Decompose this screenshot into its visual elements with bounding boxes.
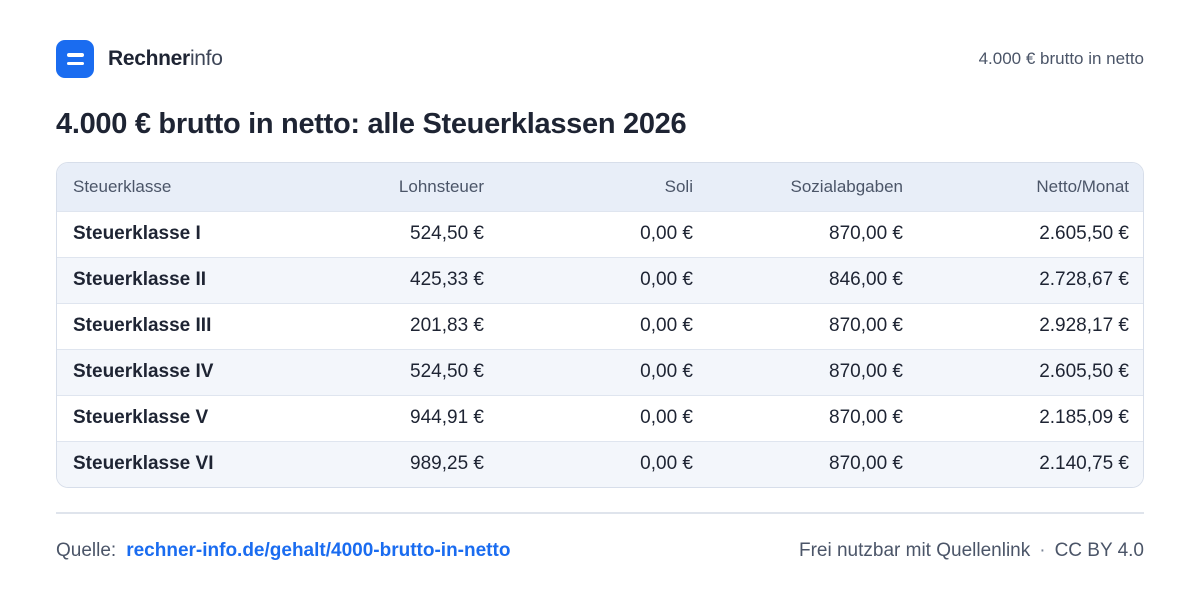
cell-soli: 0,00 € [640, 407, 693, 428]
cell-netto: 2.140,75 € [1039, 453, 1129, 475]
table-row: Steuerklasse V 944,91 € 0,00 € 870,00 € … [57, 395, 1143, 441]
cell-steuerklasse: Steuerklasse V [73, 407, 209, 428]
cell-steuerklasse: Steuerklasse VI [73, 453, 214, 475]
table-row: Steuerklasse VI 989,25 € 0,00 € 870,00 €… [57, 441, 1143, 487]
cell-lohnsteuer: 989,25 € [410, 453, 484, 475]
license-name: CC BY 4.0 [1054, 540, 1144, 561]
cell-sozialabgaben: 870,00 € [829, 315, 903, 336]
table-row: Steuerklasse II 425,33 € 0,00 € 846,00 €… [57, 257, 1143, 303]
column-header-sozialabgaben: Sozialabgaben [790, 176, 903, 196]
cell-steuerklasse: Steuerklasse I [73, 223, 201, 244]
cell-lohnsteuer: 524,50 € [410, 223, 484, 244]
cell-sozialabgaben: 870,00 € [829, 361, 903, 382]
header: Rechnerinfo 4.000 € brutto in netto [56, 40, 1144, 78]
cell-lohnsteuer: 944,91 € [410, 407, 484, 428]
cell-netto: 2.605,50 € [1039, 361, 1129, 382]
logo-icon [56, 40, 94, 78]
footer: Quelle: rechner-info.de/gehalt/4000-brut… [56, 538, 1144, 564]
cell-netto: 2.185,09 € [1039, 407, 1129, 428]
table-header-row: Steuerklasse Lohnsteuer Soli Sozialabgab… [57, 163, 1143, 211]
license-info: Frei nutzbar mit Quellenlink · CC BY 4.0 [799, 540, 1144, 562]
header-page-label: 4.000 € brutto in netto [978, 49, 1144, 68]
cell-lohnsteuer: 201,83 € [410, 315, 484, 336]
table-row: Steuerklasse I 524,50 € 0,00 € 870,00 € … [57, 211, 1143, 257]
cell-lohnsteuer: 425,33 € [410, 269, 484, 290]
cell-netto: 2.928,17 € [1039, 315, 1129, 336]
cell-sozialabgaben: 870,00 € [829, 223, 903, 244]
cell-soli: 0,00 € [640, 315, 693, 336]
cell-soli: 0,00 € [640, 361, 693, 382]
cell-sozialabgaben: 870,00 € [829, 407, 903, 428]
column-header-soli: Soli [664, 176, 693, 196]
source-attribution: Quelle: rechner-info.de/gehalt/4000-brut… [56, 540, 510, 562]
license-text: Frei nutzbar mit Quellenlink [798, 540, 1031, 561]
brand-name-light: info [189, 47, 223, 70]
brand-name: Rechnerinfo [108, 47, 223, 71]
cell-soli: 0,00 € [640, 453, 693, 475]
tax-class-table: Steuerklasse Lohnsteuer Soli Sozialabgab… [56, 162, 1144, 488]
column-header-netto: Netto/Monat [1036, 176, 1129, 196]
cell-soli: 0,00 € [640, 223, 693, 244]
cell-netto: 2.605,50 € [1039, 223, 1129, 244]
source-label: Quelle: [56, 540, 117, 561]
cell-steuerklasse: Steuerklasse IV [73, 361, 214, 382]
cell-steuerklasse: Steuerklasse II [73, 269, 207, 290]
cell-sozialabgaben: 846,00 € [829, 269, 903, 290]
brand[interactable]: Rechnerinfo [56, 40, 223, 78]
license-separator: · [1039, 540, 1046, 561]
cell-lohnsteuer: 524,50 € [410, 361, 484, 382]
cell-sozialabgaben: 870,00 € [829, 453, 903, 475]
cell-soli: 0,00 € [640, 269, 693, 290]
cell-netto: 2.728,67 € [1039, 269, 1129, 290]
footer-divider [56, 512, 1144, 514]
cell-steuerklasse: Steuerklasse III [73, 315, 212, 336]
page-title: 4.000 € brutto in netto: alle Steuerklas… [56, 108, 687, 140]
brand-name-bold: Rechner [108, 47, 190, 70]
source-link[interactable]: rechner-info.de/gehalt/4000-brutto-in-ne… [126, 540, 511, 561]
table-row: Steuerklasse IV 524,50 € 0,00 € 870,00 €… [57, 349, 1143, 395]
table-row: Steuerklasse III 201,83 € 0,00 € 870,00 … [57, 303, 1143, 349]
column-header-steuerklasse: Steuerklasse [73, 176, 172, 196]
column-header-lohnsteuer: Lohnsteuer [398, 176, 484, 196]
